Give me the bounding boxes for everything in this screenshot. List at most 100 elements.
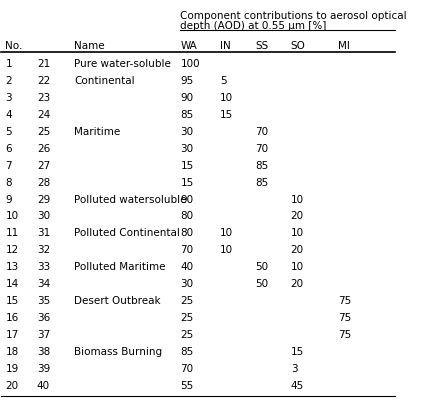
Text: 70: 70 [255, 127, 268, 137]
Text: Polluted watersoluble: Polluted watersoluble [74, 194, 187, 205]
Text: 20: 20 [291, 245, 304, 255]
Text: 19: 19 [5, 364, 18, 374]
Text: 36: 36 [37, 313, 50, 323]
Text: 85: 85 [255, 161, 268, 171]
Text: 15: 15 [180, 161, 194, 171]
Text: 5: 5 [5, 127, 12, 137]
Text: 17: 17 [5, 330, 18, 340]
Text: 85: 85 [180, 110, 194, 120]
Text: 10: 10 [5, 211, 18, 221]
Text: 37: 37 [37, 330, 50, 340]
Text: 70: 70 [255, 144, 268, 154]
Text: 40: 40 [180, 262, 194, 272]
Text: 11: 11 [5, 229, 18, 238]
Text: 15: 15 [291, 347, 304, 357]
Text: 38: 38 [37, 347, 50, 357]
Text: 28: 28 [37, 178, 50, 188]
Text: 30: 30 [180, 127, 194, 137]
Text: Maritime: Maritime [74, 127, 120, 137]
Text: MI: MI [338, 41, 350, 51]
Text: 75: 75 [338, 296, 351, 306]
Text: 70: 70 [180, 364, 194, 374]
Text: Biomass Burning: Biomass Burning [74, 347, 162, 357]
Text: 90: 90 [180, 194, 194, 205]
Text: 27: 27 [37, 161, 50, 171]
Text: 45: 45 [291, 381, 304, 391]
Text: WA: WA [180, 41, 197, 51]
Text: 25: 25 [180, 330, 194, 340]
Text: 90: 90 [180, 93, 194, 103]
Text: 25: 25 [37, 127, 50, 137]
Text: 80: 80 [180, 229, 194, 238]
Text: 23: 23 [37, 93, 50, 103]
Text: 20: 20 [5, 381, 18, 391]
Text: 25: 25 [180, 296, 194, 306]
Text: 14: 14 [5, 279, 18, 289]
Text: 34: 34 [37, 279, 50, 289]
Text: 70: 70 [180, 245, 194, 255]
Text: 16: 16 [5, 313, 18, 323]
Text: depth (AOD) at 0.55 μm [%]: depth (AOD) at 0.55 μm [%] [180, 21, 327, 31]
Text: 7: 7 [5, 161, 12, 171]
Text: 2: 2 [5, 76, 12, 86]
Text: 40: 40 [37, 381, 50, 391]
Text: 50: 50 [255, 262, 268, 272]
Text: 85: 85 [180, 347, 194, 357]
Text: 24: 24 [37, 110, 50, 120]
Text: 10: 10 [291, 262, 304, 272]
Text: 39: 39 [37, 364, 50, 374]
Text: 30: 30 [180, 279, 194, 289]
Text: 15: 15 [220, 110, 233, 120]
Text: 5: 5 [220, 76, 226, 86]
Text: 32: 32 [37, 245, 50, 255]
Text: 15: 15 [5, 296, 18, 306]
Text: No.: No. [5, 41, 23, 51]
Text: 21: 21 [37, 59, 50, 69]
Text: Desert Outbreak: Desert Outbreak [74, 296, 161, 306]
Text: 25: 25 [180, 313, 194, 323]
Text: 6: 6 [5, 144, 12, 154]
Text: 33: 33 [37, 262, 50, 272]
Text: 13: 13 [5, 262, 18, 272]
Text: SO: SO [291, 41, 306, 51]
Text: 29: 29 [37, 194, 50, 205]
Text: 22: 22 [37, 76, 50, 86]
Text: 80: 80 [180, 211, 194, 221]
Text: 10: 10 [220, 245, 233, 255]
Text: 35: 35 [37, 296, 50, 306]
Text: 8: 8 [5, 178, 12, 188]
Text: 75: 75 [338, 330, 351, 340]
Text: Name: Name [74, 41, 105, 51]
Text: 10: 10 [291, 229, 304, 238]
Text: 50: 50 [255, 279, 268, 289]
Text: 31: 31 [37, 229, 50, 238]
Text: 26: 26 [37, 144, 50, 154]
Text: Polluted Maritime: Polluted Maritime [74, 262, 166, 272]
Text: 10: 10 [220, 93, 233, 103]
Text: 85: 85 [255, 178, 268, 188]
Text: 4: 4 [5, 110, 12, 120]
Text: 9: 9 [5, 194, 12, 205]
Text: 3: 3 [5, 93, 12, 103]
Text: 10: 10 [220, 229, 233, 238]
Text: IN: IN [220, 41, 230, 51]
Text: Continental: Continental [74, 76, 135, 86]
Text: 1: 1 [5, 59, 12, 69]
Text: 12: 12 [5, 245, 18, 255]
Text: 95: 95 [180, 76, 194, 86]
Text: 10: 10 [291, 194, 304, 205]
Text: 55: 55 [180, 381, 194, 391]
Text: Pure water-soluble: Pure water-soluble [74, 59, 171, 69]
Text: 15: 15 [180, 178, 194, 188]
Text: 75: 75 [338, 313, 351, 323]
Text: 20: 20 [291, 279, 304, 289]
Text: 100: 100 [180, 59, 200, 69]
Text: Polluted Continental: Polluted Continental [74, 229, 180, 238]
Text: 30: 30 [37, 211, 50, 221]
Text: 30: 30 [180, 144, 194, 154]
Text: Component contributions to aerosol optical: Component contributions to aerosol optic… [180, 11, 407, 21]
Text: 18: 18 [5, 347, 18, 357]
Text: SS: SS [255, 41, 268, 51]
Text: 20: 20 [291, 211, 304, 221]
Text: 3: 3 [291, 364, 297, 374]
